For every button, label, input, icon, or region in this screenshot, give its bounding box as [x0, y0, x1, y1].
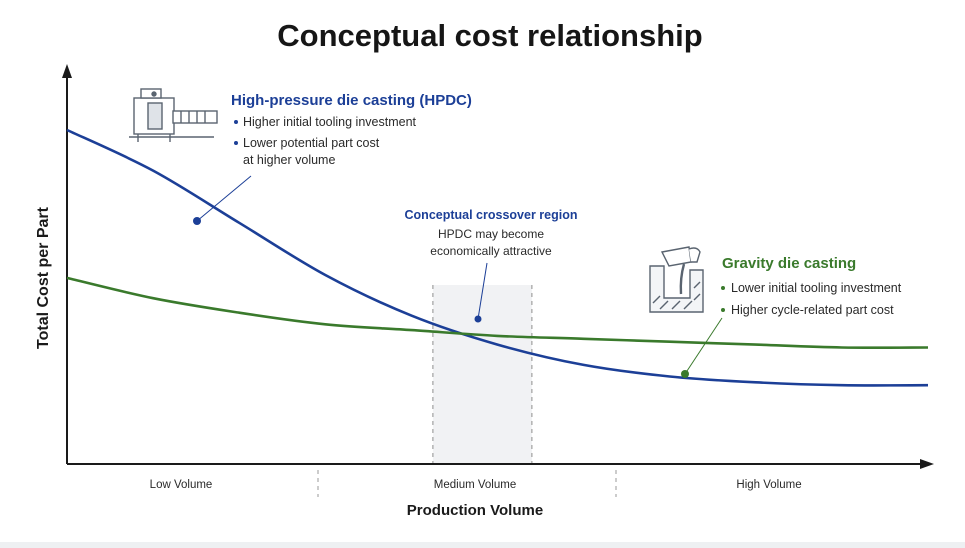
- gravity-bullet-1: Lower initial tooling investment: [731, 281, 902, 295]
- footer-band: [0, 542, 965, 548]
- hpdc-bullet-2-continued: at higher volume: [243, 153, 335, 167]
- gravity-leader-line: [684, 317, 723, 375]
- gravity-bullet-dot-2: [721, 308, 725, 312]
- hpdc-leader-line: [196, 175, 252, 222]
- series-line-hpdc: [66, 128, 929, 387]
- gravity-marker-point: [681, 370, 689, 378]
- gravity-bullet-dot-1: [721, 286, 725, 290]
- gravity-bullet-2: Higher cycle-related part cost: [731, 303, 894, 317]
- crossover-leader-line: [477, 262, 488, 320]
- crossover-annotation-line-2: economically attractive: [430, 244, 552, 258]
- hpdc-annotation-title: High-pressure die casting (HPDC): [231, 92, 472, 109]
- hpdc-bullet-dot-2: [234, 141, 238, 145]
- gravity-annotation-title: Gravity die casting: [722, 255, 856, 272]
- series-line-gravity: [66, 276, 929, 350]
- crossover-annotation-title: Conceptual crossover region: [405, 208, 578, 222]
- crossover-region: [432, 285, 532, 464]
- die-casting-machine-icon: [129, 88, 218, 142]
- x-tick-label-medium: Medium Volume: [434, 479, 516, 491]
- crossover-marker-point: [474, 315, 482, 323]
- y-axis-label: Total Cost per Part: [35, 206, 52, 349]
- chart-title: Conceptual cost relationship: [277, 18, 702, 53]
- x-axis-arrow: [920, 459, 934, 469]
- y-axis-arrow: [62, 64, 72, 78]
- hpdc-marker-point: [193, 217, 201, 225]
- x-axis-label: Production Volume: [407, 502, 543, 519]
- crossover-annotation-line-1: HPDC may become: [438, 227, 544, 241]
- hpdc-bullet-2: Lower potential part cost: [243, 136, 380, 150]
- hpdc-bullet-1: Higher initial tooling investment: [243, 115, 417, 129]
- hpdc-bullet-dot-1: [234, 120, 238, 124]
- pouring-ladle-mold-icon: [649, 246, 704, 313]
- x-tick-label-high: High Volume: [736, 479, 801, 491]
- x-tick-label-low: Low Volume: [150, 479, 213, 491]
